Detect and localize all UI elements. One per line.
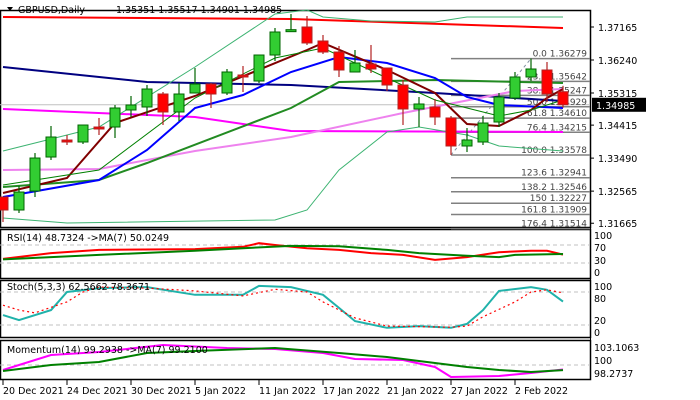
candle-body	[493, 96, 505, 123]
candle-body	[77, 124, 89, 143]
indicator-tick-label: 100	[594, 231, 612, 242]
indicator-tick-label: 100	[594, 356, 612, 367]
moving-average-line	[2, 66, 564, 102]
candle-body	[173, 93, 185, 113]
indicator-series-line	[2, 244, 564, 261]
candle-body	[477, 122, 489, 143]
candle-body	[445, 117, 457, 147]
indicator-series-line	[2, 286, 564, 328]
moving-average-line	[2, 108, 564, 133]
price-tick-label: 1.32565	[598, 187, 637, 198]
date-tick-label: 2 Feb 2022	[515, 386, 568, 397]
fib-level-label: 161.8 1.31909	[521, 206, 587, 216]
candle-body	[253, 54, 265, 82]
candle-body	[221, 71, 233, 94]
candle-body	[125, 104, 137, 111]
date-tick-label: 24 Dec 2021	[67, 386, 128, 397]
candle-body	[557, 91, 569, 106]
current-price-label: 1.34985	[596, 101, 635, 112]
indicator-label: Stoch(5,3,3) 62.5662 78.3671	[7, 282, 150, 293]
fib-level-label: 100.0 1.33578	[521, 146, 587, 156]
candle-body	[109, 107, 121, 128]
indicator-tick-label: 80	[594, 294, 606, 305]
candle-body	[541, 69, 553, 95]
current-price-box	[592, 97, 646, 112]
candle-body	[141, 88, 153, 108]
fib-level-label: 50.0 1.34929	[527, 98, 587, 108]
indicator-series-line	[2, 346, 564, 374]
moving-average-line	[2, 55, 564, 198]
indicator-label: Momentum(14) 99.2938 ->MA(7) 99.2100	[7, 345, 208, 356]
candle-body	[509, 76, 521, 99]
fib-level-label: 176.4 1.31514	[521, 220, 587, 230]
indicator-tick-label: 20	[594, 316, 606, 327]
fib-level-label: 23.6 1.35642	[527, 72, 587, 82]
fib-level-label: 150 1.32227	[530, 194, 587, 204]
indicator-tick-label: 98.2737	[594, 369, 633, 380]
candle-body	[29, 157, 41, 192]
price-tick-label: 1.35315	[598, 89, 637, 100]
candle-body	[205, 83, 217, 95]
candle-body	[301, 26, 313, 44]
moving-average-line	[2, 16, 564, 29]
fib-trend-line	[450, 58, 532, 156]
candle-body	[93, 126, 105, 130]
date-tick-label: 5 Jan 2022	[195, 386, 246, 397]
candle-body	[413, 103, 425, 110]
candle-body	[237, 74, 249, 78]
indicator-series-line	[2, 343, 564, 379]
candle-body	[429, 106, 441, 118]
fib-level-label: 138.2 1.32546	[521, 183, 587, 193]
date-tick-label: 21 Jan 2022	[387, 386, 444, 397]
candle-body	[61, 139, 73, 143]
candle-body	[397, 84, 409, 110]
price-tick-label: 1.36240	[598, 56, 637, 67]
indicator-label: RSI(14) 48.7324 ->MA(7) 50.0249	[7, 233, 169, 244]
price-tick-label: 1.37165	[598, 23, 637, 34]
indicator-tick-label: 103.1063	[594, 343, 639, 354]
candle-body	[13, 191, 25, 211]
indicator-tick-label: 0	[594, 268, 600, 279]
price-tick-label: 1.31665	[598, 219, 637, 230]
date-tick-label: 11 Jan 2022	[259, 386, 316, 397]
indicator-tick-label: 30	[594, 256, 606, 267]
fib-level-label: 61.8 1.34610	[527, 109, 587, 119]
price-tick-label: 1.34415	[598, 121, 637, 132]
candle-body	[349, 62, 361, 73]
candle-body	[0, 196, 9, 211]
candle-body	[365, 63, 377, 70]
indicator-series-line	[2, 284, 564, 329]
candle-body	[461, 139, 473, 147]
date-tick-label: 17 Jan 2022	[323, 386, 380, 397]
indicator-tick-label: 70	[594, 243, 606, 254]
fib-level-label: 0.0 1.36279	[533, 50, 588, 60]
candle-body	[381, 67, 393, 86]
indicator-tick-label: 100	[594, 282, 612, 293]
price-tick-label: 1.33490	[598, 154, 637, 165]
date-tick-label: 30 Dec 2021	[131, 386, 192, 397]
indicator-series-line	[2, 242, 564, 261]
date-tick-label: 20 Dec 2021	[3, 386, 64, 397]
candle-body	[157, 93, 169, 113]
fib-level-label: 123.6 1.32941	[521, 169, 587, 179]
date-tick-label: 27 Jan 2022	[451, 386, 508, 397]
candle-body	[45, 136, 57, 158]
candle-body	[189, 83, 201, 94]
candle-body	[525, 68, 537, 78]
candle-body	[333, 51, 345, 71]
candle-body	[285, 29, 297, 33]
candle-body	[317, 40, 329, 53]
candle-body	[269, 31, 281, 56]
moving-average-line	[2, 47, 564, 186]
fib-level-label: 76.4 1.34215	[527, 123, 587, 133]
indicator-tick-label: 0	[594, 328, 600, 339]
